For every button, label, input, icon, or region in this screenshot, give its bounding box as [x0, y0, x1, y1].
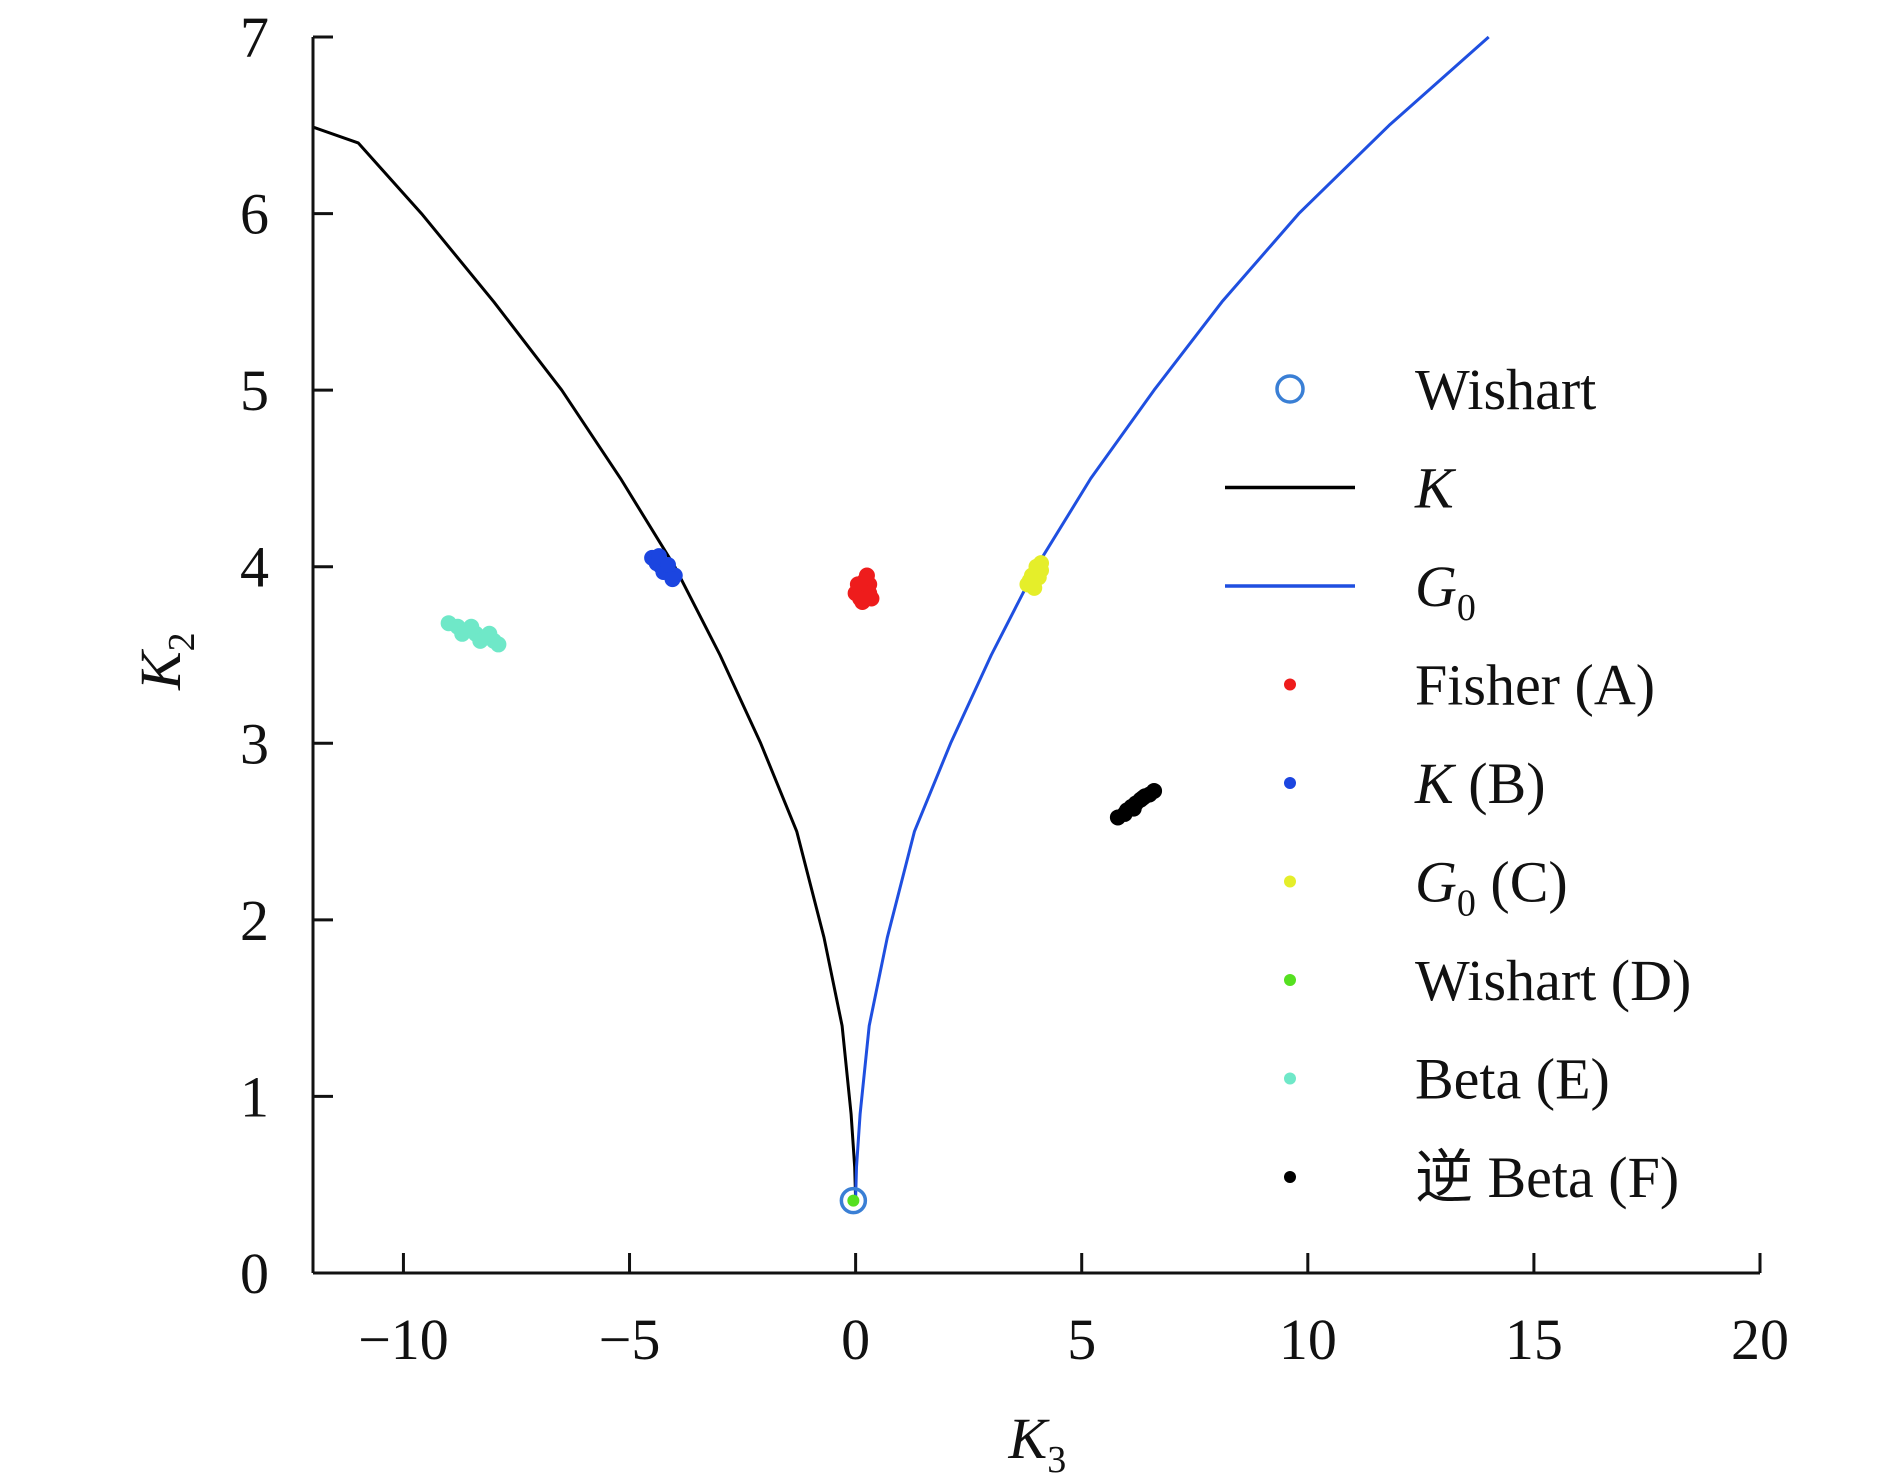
- point-g0_c: [1033, 555, 1050, 572]
- y-axis-title-sub: 2: [161, 632, 203, 651]
- legend-label: K (B): [1414, 751, 1546, 816]
- legend-label-main: G: [1415, 850, 1457, 915]
- legend-item-wishart: Wishart: [1275, 357, 1596, 422]
- x-axis-title-main: K: [1008, 1406, 1051, 1471]
- series-wishart: [839, 1186, 868, 1215]
- y-axis-title: K2: [128, 632, 203, 691]
- curve-K: [312, 125, 858, 1199]
- legend-item-K: K: [1225, 456, 1457, 521]
- legend-item-wishart_d: Wishart (D): [1284, 948, 1691, 1013]
- legend-symbol: [1284, 974, 1296, 986]
- x-tick-label: 0: [841, 1307, 870, 1372]
- x-axis-title: K3: [1008, 1406, 1067, 1480]
- series-fisher: [847, 567, 880, 611]
- legend-label-main: K: [1414, 751, 1457, 816]
- legend-label-sub: 0: [1457, 587, 1476, 629]
- point-k_b: [659, 556, 676, 573]
- y-tick-label: 4: [240, 535, 269, 600]
- legend-symbol: [1284, 875, 1296, 888]
- point-wishart: [839, 1186, 868, 1215]
- y-tick-label: 0: [240, 1241, 269, 1306]
- point-beta_e: [481, 625, 498, 642]
- x-tick-label: −10: [358, 1307, 449, 1372]
- point-inv_beta_f: [1125, 800, 1142, 817]
- legend-symbol: [1275, 374, 1305, 404]
- x-axis-title-sub: 3: [1047, 1439, 1066, 1480]
- legend-label: Beta (E): [1415, 1047, 1610, 1112]
- y-tick-label: 6: [240, 182, 269, 247]
- y-tick-label: 5: [240, 358, 269, 423]
- x-tick-label: 5: [1067, 1307, 1096, 1372]
- curves: [312, 35, 1490, 1199]
- legend-label-rest: (B): [1454, 751, 1546, 816]
- x-tick-label: −5: [599, 1307, 661, 1372]
- point-fisher: [852, 590, 869, 607]
- x-tick-label: 20: [1731, 1307, 1789, 1372]
- point-fisher: [856, 572, 873, 589]
- legend-label-sub: 0: [1457, 883, 1476, 925]
- legend-label-main: G: [1415, 554, 1457, 619]
- series-g0_c: [1019, 555, 1050, 596]
- legend-symbol: [1284, 678, 1296, 691]
- legend-item-g0_c: G0 (C): [1284, 850, 1568, 925]
- legend-label: G0: [1415, 554, 1476, 629]
- legend-item-inv_beta_f: 逆 Beta (F): [1284, 1145, 1679, 1210]
- x-tick-label: 10: [1279, 1307, 1337, 1372]
- legend-label: G0 (C): [1415, 850, 1568, 925]
- y-tick-label: 1: [240, 1064, 269, 1129]
- series-inv_beta_f: [1109, 782, 1163, 826]
- legend-item-fisher: Fisher (A): [1284, 653, 1655, 718]
- point-wishart_d: [847, 1194, 860, 1207]
- points: [440, 548, 1163, 1215]
- point-inv_beta_f: [1134, 790, 1151, 807]
- series-k_b: [644, 548, 683, 588]
- legend-item-k_b: K (B): [1284, 751, 1546, 816]
- legend-label: Wishart (D): [1415, 948, 1691, 1013]
- point-beta_e: [490, 636, 507, 653]
- legend-item-G0: G0: [1225, 554, 1476, 629]
- legend-label: 逆 Beta (F): [1415, 1145, 1679, 1210]
- y-tick-label: 3: [240, 711, 269, 776]
- legend-symbol: [1284, 777, 1296, 789]
- point-beta_e: [463, 618, 480, 635]
- curve-G0: [854, 35, 1490, 1199]
- legend-label-main: K: [1414, 456, 1457, 521]
- x-tick-label: 15: [1505, 1307, 1563, 1372]
- legend-symbol: [1284, 1171, 1296, 1183]
- legend-label-rest: (C): [1476, 850, 1568, 915]
- legend-item-beta_e: Beta (E): [1284, 1047, 1610, 1112]
- y-tick-label: 7: [240, 5, 269, 70]
- legend-label: Fisher (A): [1415, 653, 1655, 718]
- series-wishart_d: [847, 1194, 860, 1207]
- series-beta_e: [440, 615, 507, 653]
- legend-symbol: [1284, 1072, 1296, 1085]
- point-k_b: [664, 571, 681, 588]
- y-tick-label: 2: [240, 888, 269, 953]
- legend-label: Wishart: [1415, 357, 1596, 422]
- y-axis-title-main: K: [128, 648, 193, 691]
- point-g0_c: [1026, 579, 1043, 596]
- legend-label: K: [1414, 456, 1457, 521]
